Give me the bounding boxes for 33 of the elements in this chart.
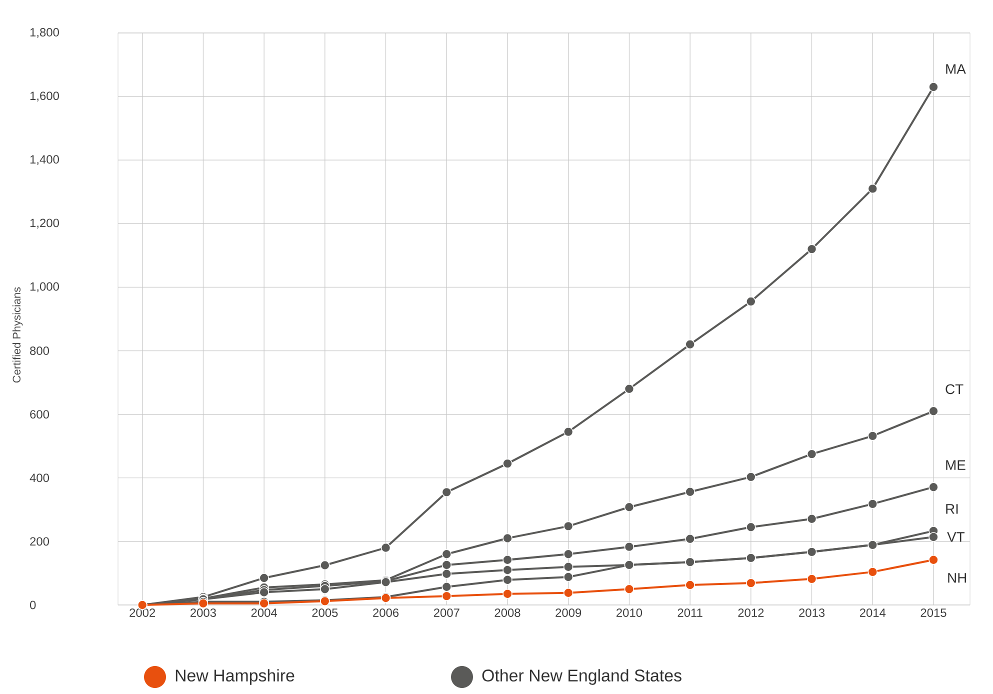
x-tick-label: 2015: [920, 608, 946, 617]
x-tick-label: 2013: [799, 608, 825, 617]
text: New Hampshire: [176, 669, 294, 685]
x-tick-label: 2014: [860, 608, 886, 617]
y-axis-title: Certified Physicians: [12, 287, 23, 383]
series-label: MA: [946, 64, 966, 74]
series-label: CT: [946, 384, 964, 394]
series-label: NH: [948, 573, 966, 583]
text: Other New England States: [482, 669, 682, 685]
x-tick-label: 2008: [494, 608, 520, 617]
y-tick-label: 200: [30, 537, 50, 546]
x-tick-label: 2003: [190, 608, 216, 617]
series-label: VT: [947, 532, 965, 542]
series-label: ME: [946, 460, 966, 470]
y-tick-label: 1,400: [30, 155, 59, 166]
y-tick-label: 1,000: [30, 282, 59, 292]
y-tick-label: 600: [30, 410, 50, 419]
x-tick-label: 2009: [556, 608, 582, 617]
x-tick-label: 2012: [738, 608, 764, 617]
x-tick-label: 2007: [434, 608, 460, 617]
y-tick-label: 800: [30, 346, 50, 355]
y-tick-label: 1,200: [30, 218, 59, 229]
x-tick-label: 2005: [312, 608, 338, 617]
x-tick-label: 2002: [130, 608, 156, 617]
x-tick-label: 2006: [373, 608, 399, 617]
y-tick-label: 0: [30, 600, 36, 610]
x-tick-label: 2011: [678, 608, 702, 617]
x-tick-label: 2010: [616, 608, 642, 617]
y-tick-label: 1,600: [30, 92, 59, 102]
y-tick-label: 400: [30, 474, 50, 482]
y-tick-label: 1,800: [30, 28, 59, 38]
series-label: RI: [946, 504, 958, 514]
x-tick-label: 2004: [251, 608, 278, 617]
